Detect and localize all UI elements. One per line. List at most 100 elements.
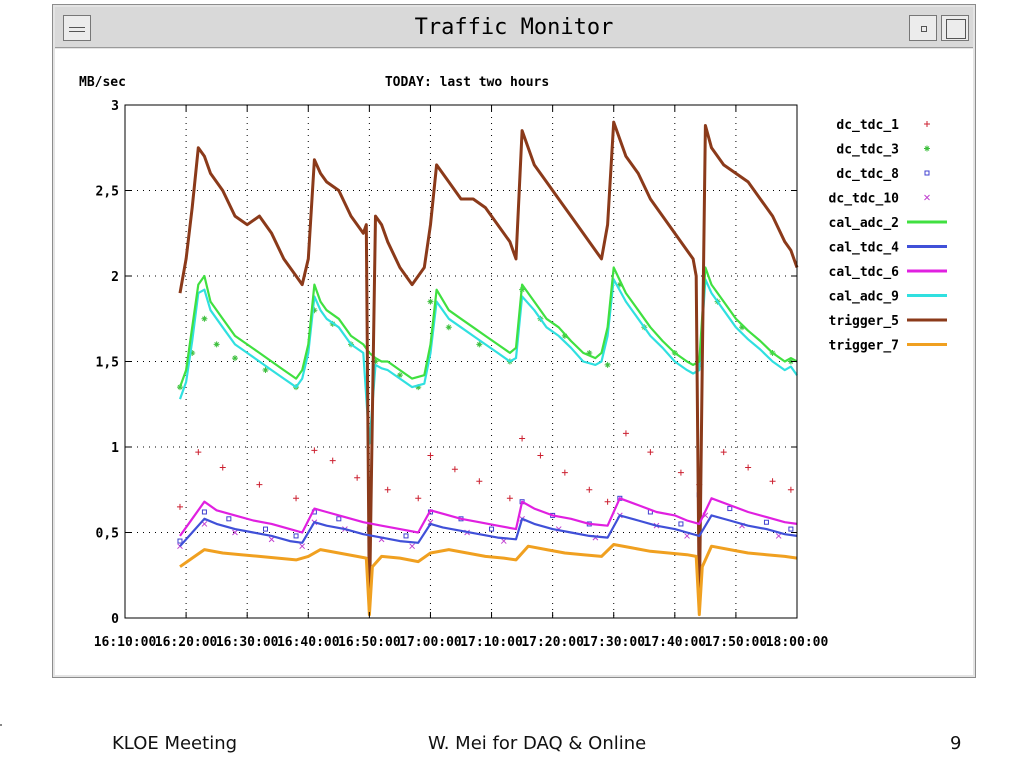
data-point-dc_tdc_3 — [787, 358, 794, 365]
data-point-dc_tdc_3 — [604, 361, 611, 368]
data-point-dc_tdc_8 — [201, 509, 207, 515]
data-point-dc_tdc_10 — [684, 533, 690, 539]
data-point-dc_tdc_3 — [415, 384, 422, 391]
series-layer — [176, 120, 799, 617]
data-point-dc_tdc_3 — [739, 324, 746, 331]
data-point-dc_tdc_1 — [256, 481, 263, 488]
minimize-icon[interactable] — [909, 15, 937, 41]
data-point-dc_tdc_1 — [415, 495, 422, 502]
x-tick-label: 17:40:00 — [644, 635, 707, 650]
series-line-cal_adc_2 — [178, 266, 798, 388]
data-point-dc_tdc_1 — [427, 452, 434, 459]
legend-label: cal_adc_9 — [829, 290, 899, 305]
legend-item-dc_tdc_10: dc_tdc_10 — [829, 192, 930, 207]
series-line-cal_tdc_4 — [179, 514, 798, 547]
legend-label: dc_tdc_3 — [836, 143, 899, 158]
data-point-dc_tdc_3 — [201, 315, 208, 322]
legend-label: dc_tdc_1 — [836, 118, 899, 133]
legend-label: dc_tdc_8 — [836, 167, 899, 182]
data-point-dc_tdc_8 — [177, 538, 183, 544]
window-menu-icon[interactable] — [63, 15, 91, 41]
footer-center: W. Mei for DAQ & Online — [428, 733, 647, 754]
series-line-cal_tdc_6 — [179, 497, 798, 537]
data-point-dc_tdc_8 — [763, 519, 769, 525]
data-point-dc_tdc_1 — [476, 478, 483, 485]
data-point-dc_tdc_1 — [622, 430, 629, 437]
legend-item-cal_tdc_6: cal_tdc_6 — [829, 265, 947, 280]
y-tick-label: 1,5 — [96, 356, 119, 371]
data-point-dc_tdc_3 — [476, 341, 483, 348]
series-cal_tdc_6 — [179, 497, 798, 537]
data-point-dc_tdc_3 — [427, 298, 434, 305]
series-cal_adc_9 — [178, 278, 798, 445]
series-cal_adc_2 — [178, 266, 798, 388]
data-point-dc_tdc_8 — [788, 526, 794, 532]
x-tick-label: 18:00:00 — [766, 635, 829, 650]
series-line-cal_adc_9 — [178, 278, 798, 445]
data-point-dc_tdc_1 — [647, 449, 654, 456]
window-title: Traffic Monitor — [414, 15, 614, 40]
legend-label: trigger_5 — [829, 314, 899, 329]
series-dc_tdc_10 — [177, 512, 782, 550]
traffic-chart: 00,511,522,5316:10:0016:20:0016:30:0016:… — [79, 75, 947, 650]
data-point-dc_tdc_3 — [586, 349, 593, 356]
data-point-dc_tdc_3 — [262, 367, 269, 374]
legend-label: cal_tdc_6 — [829, 265, 900, 280]
data-point-dc_tdc_1 — [586, 486, 593, 493]
page-number: 9 — [950, 733, 962, 754]
x-tick-label: 17:00:00 — [399, 635, 462, 650]
x-tick-label: 16:50:00 — [338, 635, 401, 650]
data-point-dc_tdc_3 — [176, 384, 183, 391]
data-point-dc_tdc_1 — [384, 486, 391, 493]
data-point-dc_tdc_3 — [616, 281, 623, 288]
data-point-dc_tdc_1 — [176, 503, 183, 510]
y-tick-label: 0,5 — [96, 527, 119, 542]
legend-item-trigger_5: trigger_5 — [829, 314, 947, 329]
legend-label: trigger_7 — [829, 339, 899, 354]
corner-mark — [0, 724, 2, 726]
data-point-dc_tdc_10 — [232, 529, 238, 536]
series-dc_tdc_1 — [176, 430, 794, 510]
legend-item-cal_adc_9: cal_adc_9 — [829, 290, 947, 305]
data-point-dc_tdc_1 — [561, 469, 568, 476]
legend-label: cal_tdc_4 — [829, 241, 900, 256]
data-point-dc_tdc_10 — [268, 536, 275, 543]
legend-item-cal_tdc_4: cal_tdc_4 — [829, 241, 947, 256]
data-point-dc_tdc_1 — [537, 452, 544, 459]
x-tick-label: 16:40:00 — [277, 635, 340, 650]
legend-item-cal_adc_2: cal_adc_2 — [829, 216, 947, 231]
data-point-dc_tdc_1 — [451, 466, 458, 473]
series-trigger_7 — [179, 543, 798, 617]
legend-swatch — [924, 170, 930, 176]
legend-item-dc_tdc_8: dc_tdc_8 — [836, 167, 930, 182]
data-point-dc_tdc_1 — [293, 495, 300, 502]
data-point-dc_tdc_3 — [213, 341, 220, 348]
data-point-dc_tdc_1 — [519, 435, 526, 442]
plot-area: 0 0,5 1 1,5 2 2,5 3 16:10:00 16:20:00 16:30:00 16:… — [55, 49, 973, 675]
data-point-dc_tdc_8 — [489, 526, 495, 532]
data-point-dc_tdc_1 — [219, 464, 226, 471]
series-trigger_5 — [178, 120, 799, 611]
axes: 00,511,522,5316:10:0016:20:0016:30:0016:… — [94, 99, 829, 650]
data-point-dc_tdc_10 — [299, 543, 306, 550]
x-tick-label: 16:10:00 — [94, 635, 157, 650]
maximize-icon[interactable] — [941, 15, 969, 41]
data-point-dc_tdc_1 — [329, 457, 336, 464]
data-point-dc_tdc_1 — [677, 469, 684, 476]
grid — [125, 105, 797, 618]
x-tick-label: 17:30:00 — [582, 635, 645, 650]
y-tick-label: 3 — [111, 99, 119, 114]
x-tick-label: 16:30:00 — [216, 635, 279, 650]
window-titlebar[interactable]: Traffic Monitor — [55, 7, 973, 48]
legend-swatch — [924, 121, 930, 127]
x-tick-label: 17:20:00 — [521, 635, 584, 650]
y-axis-label: MB/sec — [79, 75, 126, 90]
y-tick-label: 0 — [111, 612, 119, 627]
data-point-dc_tdc_10 — [409, 543, 415, 550]
legend-swatch — [924, 145, 930, 152]
data-point-dc_tdc_8 — [727, 506, 733, 512]
legend-item-trigger_7: trigger_7 — [829, 339, 947, 354]
x-tick-label: 17:10:00 — [460, 635, 523, 650]
y-tick-label: 2 — [111, 270, 119, 285]
data-point-dc_tdc_3 — [189, 349, 196, 356]
